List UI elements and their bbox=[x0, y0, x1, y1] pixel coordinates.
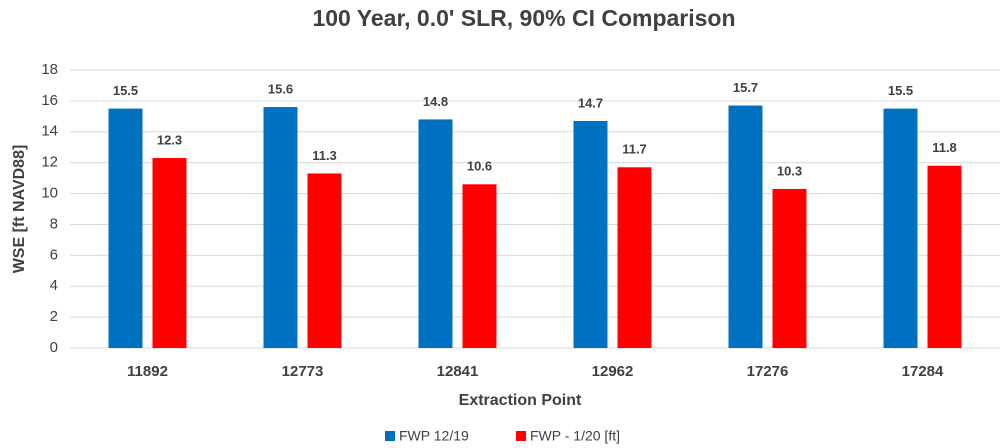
bar bbox=[617, 167, 652, 348]
chart-title: 100 Year, 0.0' SLR, 90% CI Comparison bbox=[312, 5, 735, 31]
bar bbox=[263, 107, 298, 348]
legend-label: FWP 12/19 bbox=[399, 428, 469, 444]
legend-label: FWP - 1/20 [ft] bbox=[530, 428, 620, 444]
data-label: 11.8 bbox=[932, 140, 957, 155]
bar bbox=[418, 119, 453, 348]
x-tick-label: 17276 bbox=[747, 363, 789, 380]
x-tick-label: 12841 bbox=[437, 363, 479, 380]
y-tick-label: 16 bbox=[41, 92, 58, 109]
x-tick-label: 17284 bbox=[902, 363, 944, 380]
bar bbox=[772, 188, 807, 348]
legend-swatch bbox=[385, 431, 395, 441]
y-tick-label: 2 bbox=[50, 308, 58, 325]
data-label: 15.7 bbox=[733, 80, 758, 95]
bar bbox=[307, 173, 342, 348]
data-label: 15.5 bbox=[113, 83, 138, 98]
data-label: 15.5 bbox=[888, 83, 913, 98]
bar bbox=[883, 108, 918, 348]
data-label: 12.3 bbox=[157, 132, 182, 147]
x-axis-label: Extraction Point bbox=[459, 392, 582, 409]
data-label: 10.6 bbox=[467, 159, 492, 174]
bar bbox=[462, 184, 497, 348]
data-label: 10.3 bbox=[777, 163, 802, 178]
bar bbox=[152, 158, 187, 348]
y-tick-label: 8 bbox=[50, 215, 58, 232]
y-tick-label: 0 bbox=[50, 339, 58, 356]
x-tick-label: 12773 bbox=[282, 363, 324, 380]
x-tick-label: 11892 bbox=[127, 363, 168, 380]
data-label: 11.7 bbox=[622, 142, 647, 157]
legend-swatch bbox=[516, 431, 526, 441]
bar bbox=[728, 105, 763, 349]
bar bbox=[927, 165, 962, 348]
y-tick-label: 18 bbox=[41, 61, 58, 78]
data-label: 14.8 bbox=[423, 94, 448, 109]
y-tick-label: 6 bbox=[50, 246, 58, 263]
data-label: 11.3 bbox=[312, 148, 337, 163]
y-tick-label: 10 bbox=[41, 185, 58, 202]
bar bbox=[573, 120, 608, 348]
y-tick-label: 12 bbox=[41, 154, 58, 171]
y-axis-label: WSE [ft NAVD88] bbox=[11, 145, 28, 274]
data-label: 15.6 bbox=[268, 82, 293, 97]
x-tick-label: 12962 bbox=[592, 363, 634, 380]
y-tick-label: 4 bbox=[50, 277, 58, 294]
data-label: 14.7 bbox=[578, 95, 603, 110]
y-tick-label: 14 bbox=[41, 123, 58, 140]
bar bbox=[108, 108, 143, 348]
